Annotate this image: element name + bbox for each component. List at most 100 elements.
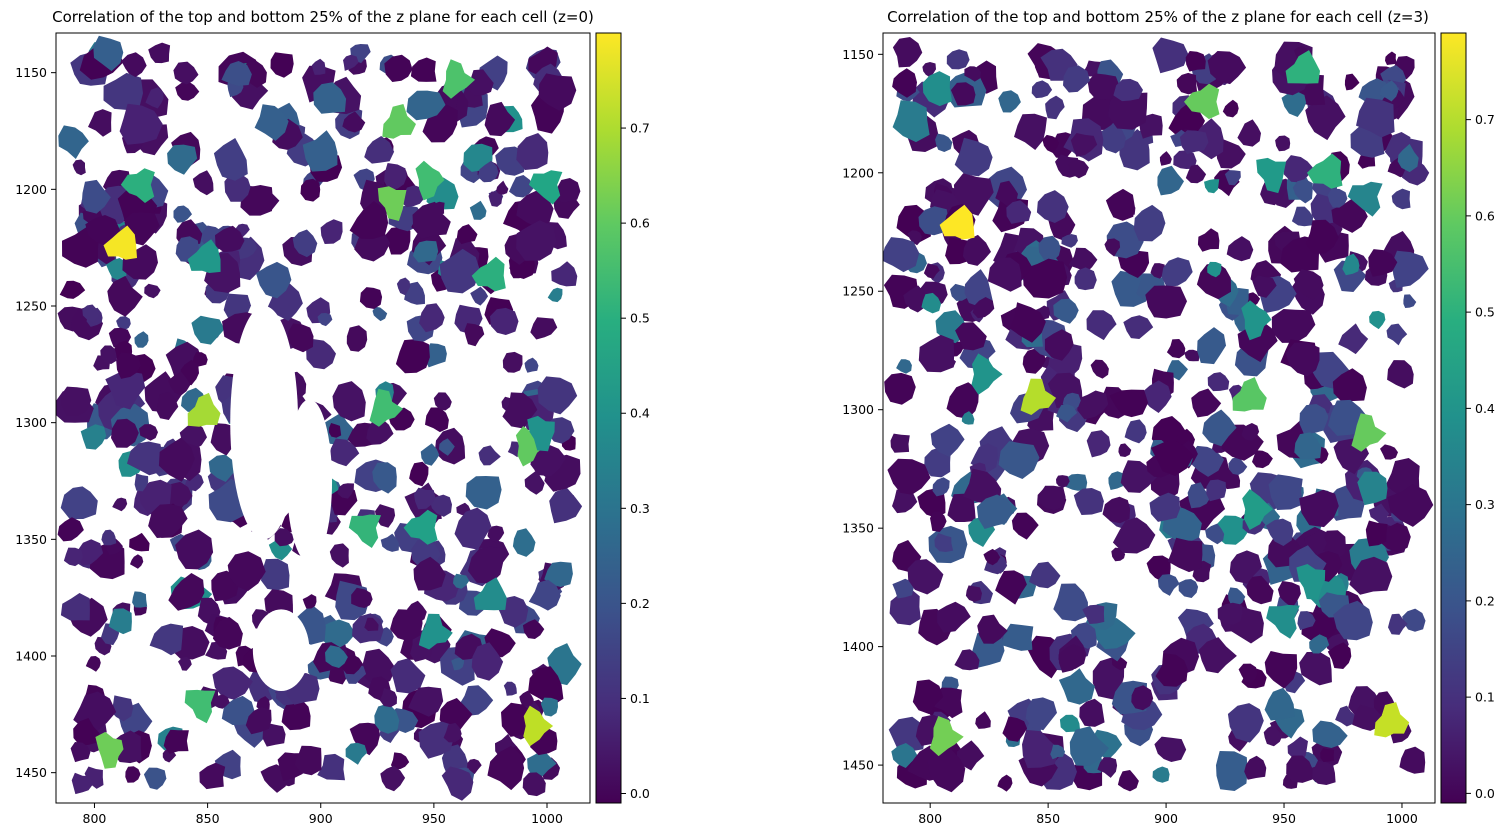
highlight-cell	[1296, 564, 1326, 600]
cell-mark	[1275, 135, 1291, 152]
cell-mark	[149, 623, 184, 656]
cell-mark	[1252, 450, 1273, 469]
cell-mark	[469, 200, 487, 220]
cell-mark	[93, 35, 124, 72]
panel-z0-colorbar: 0.0 0.1 0.2 0.3 0.4 0.5 0.6 0.7	[595, 32, 650, 804]
cell-mark	[60, 593, 90, 621]
cell-mark	[410, 57, 437, 82]
cell-mark	[537, 376, 578, 415]
cell-mark	[1077, 390, 1109, 420]
cell-mark	[522, 772, 546, 797]
cell-mark	[891, 743, 918, 768]
cell-mark	[1207, 372, 1230, 392]
cell-mark	[156, 391, 179, 420]
highlight-cell	[184, 689, 216, 724]
cell-mark	[488, 191, 502, 207]
cell-mark	[85, 656, 101, 672]
cell-mark	[530, 445, 567, 477]
cell-mark	[1111, 270, 1147, 307]
cell-mark	[396, 277, 411, 296]
y-tick-label: 1300	[15, 415, 47, 430]
cell-mark	[1118, 443, 1132, 457]
cell-mark	[1152, 37, 1189, 74]
x-tick-label: 900	[309, 811, 333, 826]
cell-mark	[292, 229, 318, 258]
highlight-cell	[348, 514, 382, 548]
cell-mark	[892, 578, 914, 599]
cell-mark	[58, 125, 89, 159]
cell-mark	[178, 656, 192, 671]
cell-mark	[1299, 489, 1339, 528]
x-tick-label: 1000	[531, 811, 563, 826]
cell-mark	[375, 504, 396, 528]
cell-mark	[1002, 716, 1028, 742]
cell-mark	[1161, 257, 1193, 287]
cell-mark	[1031, 80, 1053, 99]
highlight-cell	[1347, 181, 1383, 217]
cell-mark	[556, 178, 581, 203]
cell-mark	[1309, 760, 1336, 785]
cell-mark	[1113, 78, 1143, 102]
cell-mark	[1344, 73, 1360, 91]
cell-mark	[1173, 150, 1197, 169]
cell-mark	[1056, 404, 1078, 423]
cell-mark	[1215, 515, 1250, 545]
cell-mark	[453, 573, 470, 589]
cell-mark	[947, 493, 976, 522]
cell-mark	[1238, 663, 1258, 684]
cell-mark	[1150, 440, 1194, 476]
cell-mark	[995, 180, 1018, 208]
cell-mark	[158, 437, 195, 482]
cell-mark	[163, 729, 189, 754]
highlight-cell	[1374, 702, 1410, 738]
cell-mark	[1056, 475, 1070, 488]
cell-mark	[997, 774, 1013, 792]
cell-mark	[1073, 488, 1104, 515]
panel-z3-title: Correlation of the top and bottom 25% of…	[887, 8, 1429, 26]
highlight-cell	[929, 716, 964, 757]
cell-mark	[1292, 179, 1313, 204]
cell-mark	[1155, 653, 1188, 687]
cell-mark	[424, 343, 447, 368]
cell-mark	[1263, 724, 1283, 747]
cell-mark	[998, 441, 1040, 479]
cell-mark	[332, 381, 366, 422]
cell-mark	[441, 766, 474, 801]
cell-mark	[519, 690, 534, 707]
cell-mark	[946, 382, 979, 419]
cell-mark	[221, 61, 252, 86]
cell-mark	[306, 339, 336, 370]
highlight-cell	[528, 170, 563, 205]
cell-mark	[82, 304, 100, 323]
cell-mark	[1123, 315, 1154, 339]
cell-mark	[343, 54, 359, 71]
cell-mark	[80, 424, 107, 450]
cell-mark	[1281, 91, 1307, 117]
cell-mark	[164, 481, 193, 508]
cell-mark	[213, 694, 230, 709]
cell-mark	[1369, 310, 1386, 330]
cell-mark	[59, 280, 86, 299]
cell-mark	[1070, 133, 1098, 157]
cell-mark	[62, 227, 100, 268]
cell-mark	[524, 357, 539, 373]
cell-mark	[516, 133, 549, 170]
cell-mark	[930, 423, 965, 457]
cell-mark	[379, 688, 397, 708]
cell-mark	[503, 681, 517, 696]
cell-mark	[490, 307, 519, 335]
cell-mark	[1082, 604, 1105, 624]
highlight-cell	[1241, 300, 1272, 341]
cell-mark	[1386, 323, 1408, 346]
cell-mark	[888, 716, 926, 754]
cell-mark	[1150, 263, 1166, 279]
cell-mark	[1349, 556, 1393, 595]
cell-mark	[1065, 473, 1088, 491]
highlight-cell	[369, 388, 404, 427]
cell-mark	[73, 718, 100, 746]
cell-mark	[127, 441, 164, 476]
cell-mark	[923, 263, 940, 279]
cell-mark	[139, 424, 158, 441]
cell-mark	[1010, 302, 1046, 343]
cell-mark	[208, 454, 240, 482]
